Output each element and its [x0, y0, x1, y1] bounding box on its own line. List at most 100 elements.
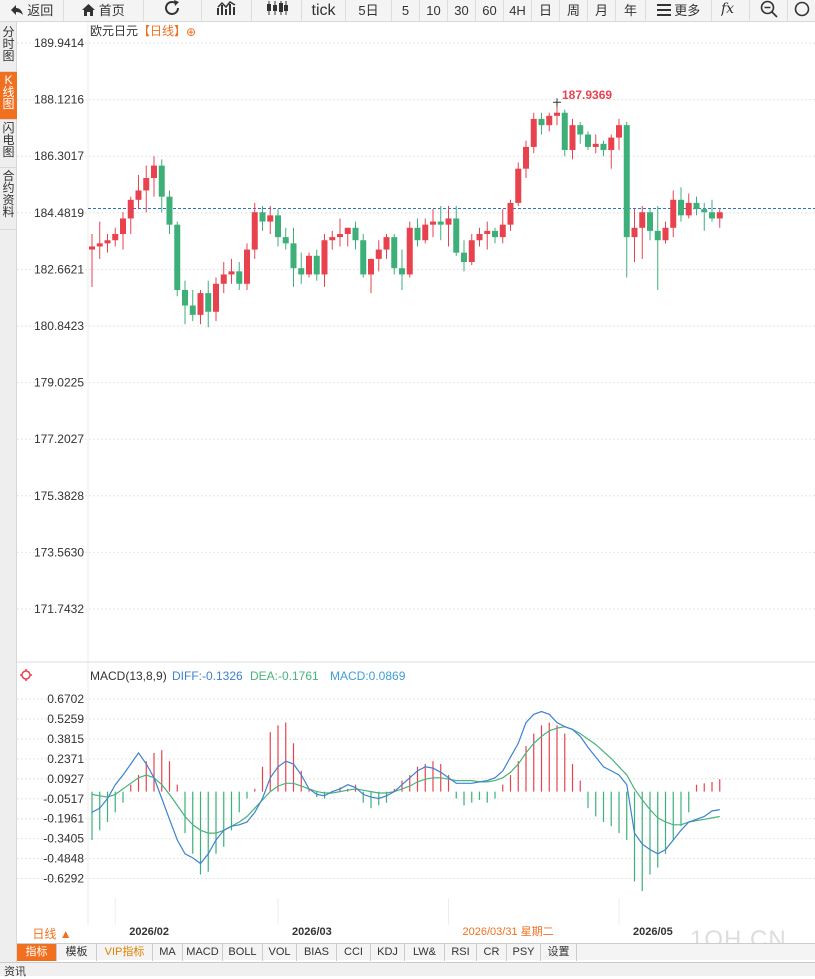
news-strip[interactable]: 资讯: [0, 962, 815, 978]
macd-title: MACD(13,8,9): [90, 669, 167, 683]
candle-body: [135, 190, 142, 200]
menu-icon: [656, 1, 671, 23]
candle-body: [592, 143, 599, 147]
candle-body: [654, 230, 661, 241]
indicator-tab-main[interactable]: 指标: [17, 944, 57, 961]
indicator-tab-vol[interactable]: VOL: [263, 944, 297, 961]
candle-body: [538, 118, 545, 126]
zoom-out-button[interactable]: [750, 0, 788, 22]
line-chart-icon: [216, 0, 237, 23]
macd-axis: 0.6702 0.5259 0.3815 0.2371 0.0927 -0.0517 -0.…: [43, 692, 84, 886]
period-week-button[interactable]: 周: [560, 0, 588, 22]
indicator-tab-macd[interactable]: MACD: [183, 944, 223, 961]
macd-tick-label: -0.3405: [43, 832, 84, 846]
candle-body: [476, 234, 483, 241]
price-tick-label: 189.9414: [34, 36, 84, 50]
macd-settings-icon[interactable]: [20, 669, 32, 681]
candle-body: [414, 227, 421, 241]
period-5day-button[interactable]: 5日: [346, 0, 392, 22]
price-tick-label: 179.0225: [34, 376, 84, 390]
indicator-tab-template[interactable]: 模板: [57, 944, 97, 961]
indicator-tab-kdj[interactable]: KDJ: [371, 944, 405, 961]
indicator-tab-rsi[interactable]: RSI: [445, 944, 477, 961]
period-tag: 【日线】: [138, 24, 186, 38]
candle-body: [554, 112, 560, 116]
candle-body: [96, 243, 103, 247]
formula-button[interactable]: fx: [712, 0, 750, 22]
candle-body: [120, 218, 126, 235]
home-label: 首页: [98, 3, 125, 18]
candle-body: [484, 230, 491, 235]
candle-body: [585, 134, 591, 147]
tab-flash[interactable]: 闪电图: [0, 120, 17, 168]
more-button[interactable]: 更多: [646, 0, 712, 22]
candle-body: [437, 221, 444, 225]
candle-body: [368, 258, 374, 275]
indicator-tab-bias[interactable]: BIAS: [297, 944, 337, 961]
indicator-tab-psy[interactable]: PSY: [507, 944, 541, 961]
candle-body: [166, 196, 173, 225]
indicator-tab-settings[interactable]: 设置: [541, 944, 577, 961]
indicator-tab-ma[interactable]: MA: [153, 944, 183, 961]
candle-body: [143, 178, 150, 191]
period-60min-button[interactable]: 60: [476, 0, 504, 22]
tab-timeshare[interactable]: 分时图: [0, 24, 17, 72]
kline-chart[interactable]: 189.9414 188.1216 186.3017 184.4819 182.6621…: [0, 0, 815, 943]
candle-body: [600, 143, 607, 151]
candle-body: [515, 168, 522, 203]
zoom-in-button[interactable]: [788, 0, 815, 22]
home-button[interactable]: 首页: [64, 0, 144, 22]
tick-button[interactable]: tick: [302, 0, 346, 22]
candles[interactable]: [89, 105, 723, 328]
back-button[interactable]: 返回: [0, 0, 64, 22]
candle-body: [399, 268, 405, 275]
candle-body: [182, 289, 188, 306]
line-chart-button[interactable]: [202, 0, 252, 22]
period-selector[interactable]: 日线 ▲: [17, 925, 87, 943]
side-tabs: 分时图 K线图 闪电图 合约资料: [0, 22, 17, 976]
macd-tick-label: 0.2371: [47, 752, 84, 766]
period-4h-button[interactable]: 4H: [504, 0, 532, 22]
fx-icon: fx: [720, 0, 741, 23]
add-indicator-icon[interactable]: ⊕: [186, 25, 196, 39]
indicator-tab-boll[interactable]: BOLL: [223, 944, 263, 961]
date-tick-label: 2026/05: [633, 926, 673, 938]
candle-body: [360, 240, 367, 275]
candlestick-button[interactable]: [252, 0, 302, 22]
period-5min-button[interactable]: 5: [392, 0, 420, 22]
price-tick-label: 177.2027: [34, 432, 84, 446]
macd-tick-label: -0.4848: [43, 852, 84, 866]
indicator-tab-vip[interactable]: VIP指标: [97, 944, 153, 961]
tab-kline[interactable]: K线图: [0, 72, 17, 120]
period-year-button[interactable]: 年: [616, 0, 646, 22]
price-tick-label: 182.6621: [34, 262, 84, 276]
candle-body: [468, 240, 475, 263]
macd-diff-value: DIFF:-0.1326: [172, 669, 243, 683]
back-arrow-icon: [10, 1, 24, 23]
macd-tick-label: -0.0517: [43, 792, 84, 806]
indicator-tab-lw[interactable]: LW&: [405, 944, 445, 961]
candle-body: [205, 293, 212, 312]
period-month-button[interactable]: 月: [588, 0, 616, 22]
macd-tick-label: 0.3815: [47, 732, 84, 746]
candle-body: [251, 212, 258, 250]
tab-contract-info[interactable]: 合约资料: [0, 168, 17, 230]
candle-body: [344, 227, 351, 235]
symbol-title: 欧元日元: [90, 24, 138, 38]
candle-body: [259, 212, 266, 222]
price-tick-label: 188.1216: [34, 93, 84, 107]
period-day-button[interactable]: 日: [532, 0, 560, 22]
candle-body: [321, 240, 328, 275]
indicator-tab-cr[interactable]: CR: [477, 944, 507, 961]
refresh-button[interactable]: [144, 0, 202, 22]
period-30min-button[interactable]: 30: [448, 0, 476, 22]
period-10min-button[interactable]: 10: [420, 0, 448, 22]
refresh-icon: [164, 0, 182, 23]
candle-body: [647, 212, 653, 231]
candle-body: [329, 237, 336, 241]
main-grid: [17, 22, 815, 925]
candlestick-icon: [266, 0, 288, 23]
date-tick-label: 2026/03: [292, 926, 332, 938]
candle-body: [383, 237, 390, 250]
indicator-tab-cci[interactable]: CCI: [337, 944, 371, 961]
